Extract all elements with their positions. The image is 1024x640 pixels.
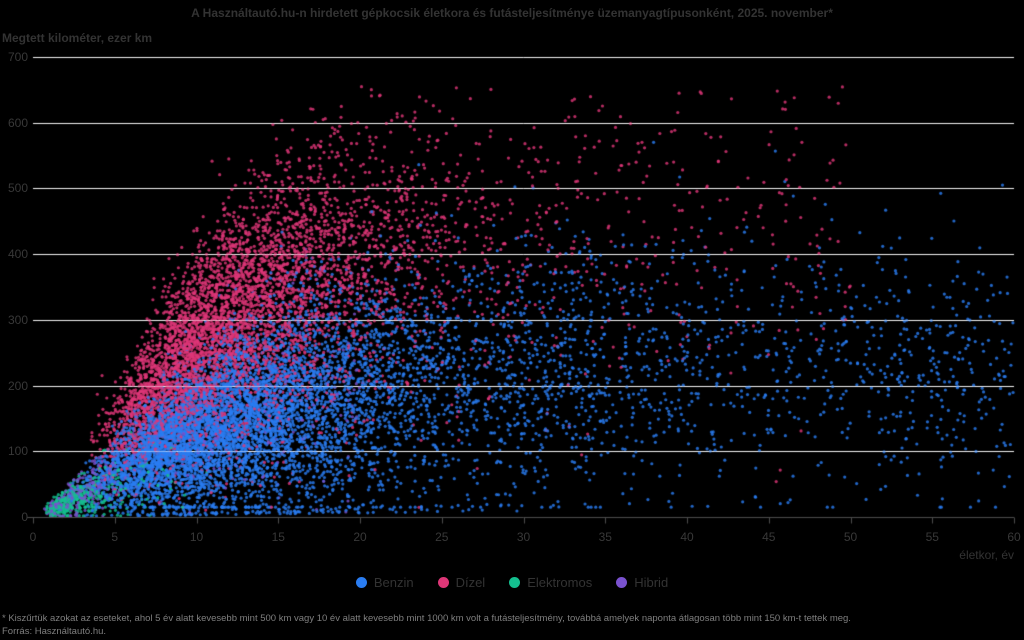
x-tick-label: 40 [680,530,694,544]
x-tick-label: 15 [271,530,285,544]
y-tick-label: 100 [7,444,28,459]
y-tick-label: 200 [7,378,28,393]
legend: Benzin Dízel Elektromos Hibrid [0,573,1024,591]
legend-item-dízel[interactable]: Dízel [437,574,486,590]
x-tick-label: 0 [29,530,37,544]
legend-swatch-icon [355,576,367,588]
x-tick-label: 55 [925,530,939,544]
y-tick-label: 500 [7,181,28,196]
legend-item-benzin[interactable]: Benzin [355,574,414,590]
legend-label: Hibrid [634,574,669,590]
footnote-line-1: * Kiszűrtük azokat az eseteket, ahol 5 é… [2,613,851,624]
x-tick-label: 45 [762,530,776,544]
x-axis-caption: életkor, év [959,548,1014,562]
legend-swatch-icon [616,576,628,588]
legend-item-hibrid[interactable]: Hibrid [616,575,668,590]
footnote-line-2: Forrás: Használtautó.hu. [2,626,107,637]
x-tick-label: 10 [189,530,204,544]
y-tick-label: 300 [7,312,28,327]
legend-label: Benzin [373,574,414,590]
legend-swatch-icon [509,576,521,588]
x-tick-label: 50 [843,530,858,544]
legend-swatch-icon [437,576,449,588]
x-tick-label: 30 [516,530,531,544]
y-tick-label: 0 [21,510,28,524]
legend-item-elektromos[interactable]: Elektromos [509,575,592,590]
legend-label: Elektromos [527,574,593,590]
legend-label: Dízel [455,574,486,590]
x-tick-label: 5 [111,530,119,544]
x-tick-label: 20 [353,530,367,544]
y-tick-label: 400 [7,247,28,262]
y-tick-label: 700 [7,50,28,64]
x-tick-label: 35 [598,530,612,544]
x-tick-label: 25 [435,530,449,544]
x-tick-label: 60 [1007,530,1021,544]
footnote: * Kiszűrtük azokat az eseteket, ahol 5 é… [2,612,1022,638]
y-tick-label: 600 [7,115,28,130]
